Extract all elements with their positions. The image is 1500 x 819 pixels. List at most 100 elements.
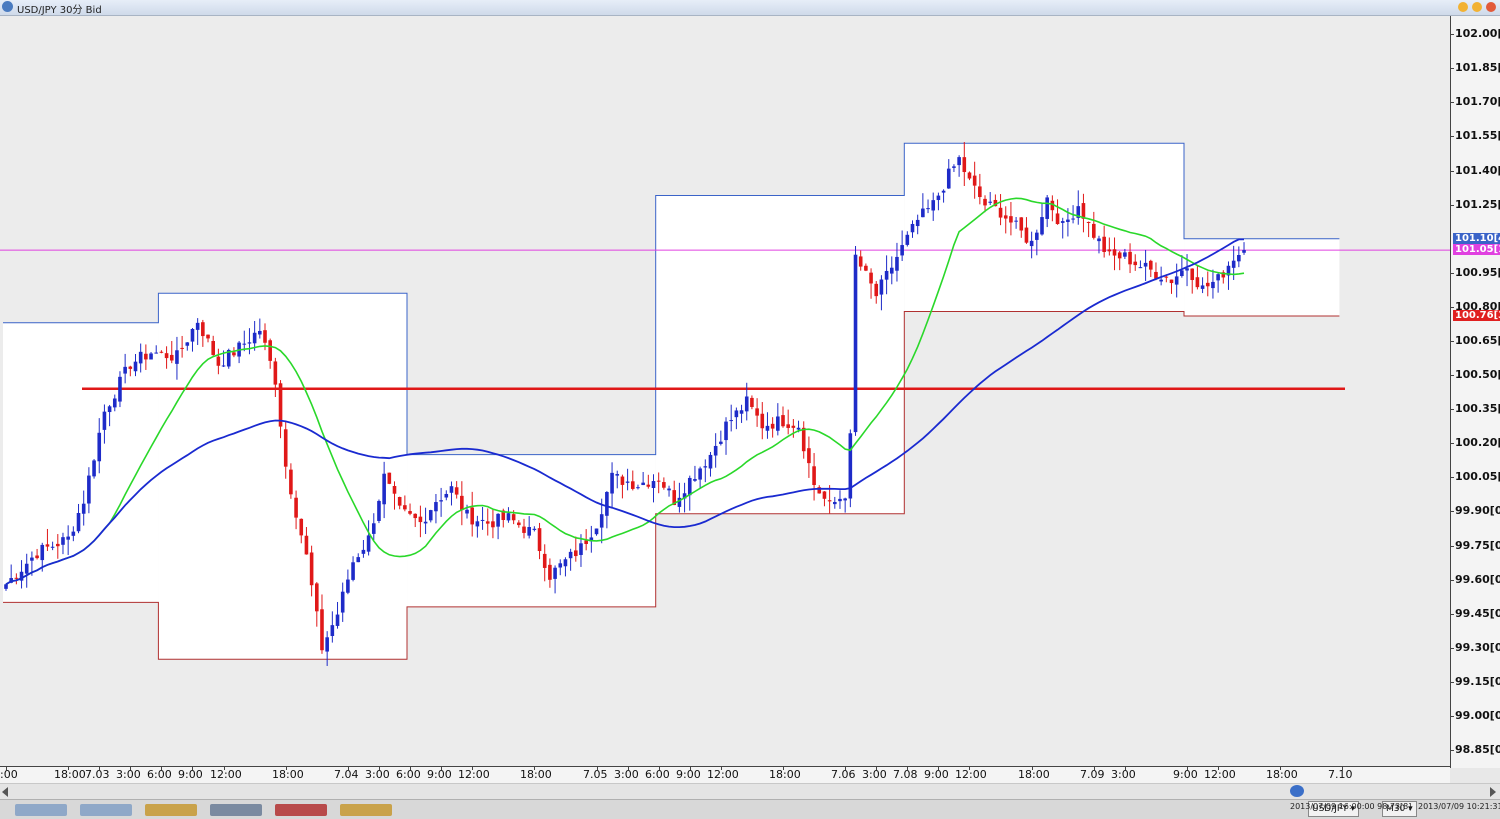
price-tick bbox=[1451, 341, 1454, 342]
candle-body bbox=[801, 427, 806, 452]
scroll-thumb[interactable] bbox=[1290, 785, 1304, 797]
candle-body bbox=[1237, 254, 1241, 262]
candle-body bbox=[30, 557, 34, 561]
candle-body bbox=[962, 157, 967, 173]
candle-body bbox=[1164, 276, 1169, 278]
window-title: USD/JPY 30分 Bid bbox=[17, 5, 102, 16]
minimize-icon[interactable] bbox=[1458, 2, 1468, 12]
candle-body bbox=[76, 512, 81, 532]
price-tick-label: 101.55[ bbox=[1455, 129, 1500, 142]
candle-body bbox=[791, 425, 796, 428]
candle-body bbox=[330, 625, 335, 636]
candle-body bbox=[615, 474, 620, 476]
candle-body bbox=[92, 460, 96, 477]
price-tick-label: 99.75[0] bbox=[1455, 539, 1500, 552]
candle-body bbox=[1003, 215, 1008, 219]
time-tick-label: 3:00 bbox=[116, 768, 141, 781]
time-tick bbox=[68, 767, 69, 770]
candle-body bbox=[900, 245, 904, 256]
candle-body bbox=[1014, 220, 1018, 222]
price-tick bbox=[1451, 716, 1454, 717]
price-tick bbox=[1451, 546, 1454, 547]
candle-body bbox=[739, 410, 744, 414]
horizontal-scrollbar[interactable] bbox=[0, 783, 1500, 800]
candle-body bbox=[998, 207, 1003, 218]
candle-body bbox=[931, 200, 936, 211]
time-tick-label: 12:00 bbox=[458, 768, 490, 781]
time-tick-label: 9:00 bbox=[1173, 768, 1198, 781]
time-tick bbox=[192, 767, 193, 770]
candle-body bbox=[465, 509, 469, 514]
candle-body bbox=[1035, 232, 1039, 240]
time-tick-label: :00 bbox=[0, 768, 18, 781]
candle-body bbox=[418, 516, 423, 523]
candle-body bbox=[693, 479, 697, 481]
maximize-icon[interactable] bbox=[1472, 2, 1482, 12]
candle-body bbox=[320, 609, 324, 651]
time-axis[interactable]: :00 18:00 7.03 3:00 6:00 9:00 12:00 18:00 7.04 3:… bbox=[0, 766, 1450, 784]
candle-body bbox=[744, 396, 749, 412]
candle-body bbox=[226, 349, 231, 367]
candle-body bbox=[138, 351, 143, 364]
scroll-right-arrow-icon[interactable] bbox=[1490, 787, 1496, 797]
close-icon[interactable] bbox=[1486, 2, 1496, 12]
taskbar-thumb[interactable] bbox=[210, 804, 262, 816]
candle-body bbox=[729, 420, 733, 422]
time-tick-label: 9:00 bbox=[427, 768, 452, 781]
price-tick-label: 99.60[0] bbox=[1455, 573, 1500, 586]
candle-body bbox=[517, 522, 521, 526]
daily-range-area bbox=[407, 454, 656, 607]
candle-body bbox=[206, 334, 210, 339]
candle-body bbox=[522, 526, 526, 533]
time-tick bbox=[845, 767, 846, 770]
candle-body bbox=[1076, 206, 1081, 218]
price-axis[interactable]: 102.00[101.85[101.70[101.55[101.40[101.2… bbox=[1450, 16, 1500, 768]
taskbar-thumb[interactable] bbox=[340, 804, 392, 816]
taskbar-thumb[interactable] bbox=[275, 804, 327, 816]
candle-body bbox=[822, 491, 827, 499]
time-tick-label: 3:00 bbox=[1111, 768, 1136, 781]
status-bar: USD/JPY ▾ M30 ▾ 2013/07/09 16:00:00 98.7… bbox=[0, 799, 1500, 819]
candle-body bbox=[480, 519, 485, 521]
candle-body bbox=[864, 265, 868, 271]
candle-body bbox=[19, 571, 24, 581]
price-tick-label: 101.85[ bbox=[1455, 61, 1500, 74]
candle-body bbox=[185, 342, 190, 346]
candle-body bbox=[1055, 213, 1060, 225]
time-tick bbox=[161, 767, 162, 770]
candle-body bbox=[724, 421, 728, 441]
candle-body bbox=[921, 208, 925, 218]
scroll-left-arrow-icon[interactable] bbox=[2, 787, 8, 797]
daily-range-area bbox=[904, 143, 1185, 312]
price-tick-label: 100.95[ bbox=[1455, 266, 1500, 279]
candle-body bbox=[641, 482, 645, 486]
candle-body bbox=[563, 559, 568, 567]
candle-body bbox=[895, 256, 899, 271]
price-tick-label: 100.65[ bbox=[1455, 334, 1500, 347]
candle-body bbox=[1200, 285, 1205, 289]
candle-body bbox=[1231, 260, 1236, 268]
candle-body bbox=[1211, 281, 1215, 289]
timeframe-selector[interactable]: M30 ▾ bbox=[1382, 801, 1417, 817]
chart-plot-area[interactable] bbox=[0, 16, 1450, 766]
candle-body bbox=[211, 340, 215, 355]
candle-body bbox=[1112, 249, 1117, 256]
taskbar-thumb[interactable] bbox=[15, 804, 67, 816]
chevron-down-icon: ▾ bbox=[1350, 804, 1356, 814]
time-tick bbox=[1094, 767, 1095, 770]
price-tick-label: 99.30[0] bbox=[1455, 641, 1500, 654]
candle-body bbox=[1040, 217, 1044, 235]
candle-body bbox=[460, 495, 464, 511]
symbol-selector[interactable]: USD/JPY ▾ bbox=[1308, 801, 1360, 817]
candle-body bbox=[719, 441, 723, 444]
taskbar-thumb[interactable] bbox=[80, 804, 132, 816]
time-tick-label: 18:00 bbox=[54, 768, 86, 781]
candle-body bbox=[382, 473, 386, 505]
candle-body bbox=[118, 376, 122, 402]
candle-body bbox=[97, 432, 102, 462]
price-tick bbox=[1451, 375, 1454, 376]
candle-body bbox=[268, 340, 272, 361]
candle-body bbox=[781, 415, 785, 427]
taskbar-thumb[interactable] bbox=[145, 804, 197, 816]
candle-body bbox=[24, 563, 29, 574]
